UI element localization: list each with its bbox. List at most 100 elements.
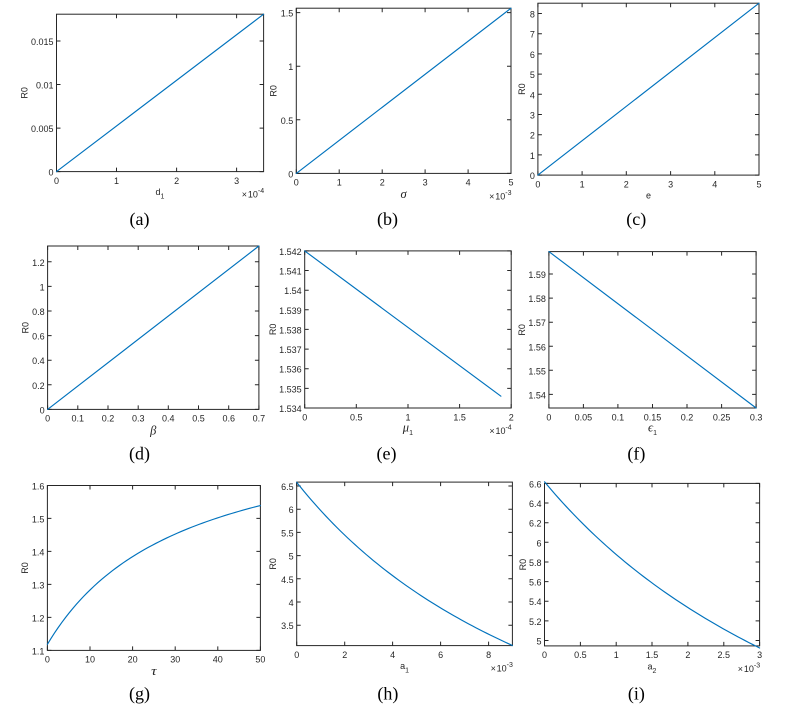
svg-text:1.5: 1.5 bbox=[646, 650, 659, 660]
svg-text:6: 6 bbox=[438, 650, 443, 660]
svg-text:×10-4: ×10-4 bbox=[242, 188, 264, 200]
svg-text:0: 0 bbox=[48, 168, 53, 178]
svg-text:0: 0 bbox=[40, 405, 45, 415]
svg-text:1.542: 1.542 bbox=[279, 247, 302, 257]
svg-text:R0: R0 bbox=[268, 558, 278, 570]
svg-text:2: 2 bbox=[685, 650, 690, 660]
svg-text:4: 4 bbox=[390, 650, 395, 660]
svg-text:5.6: 5.6 bbox=[529, 578, 542, 588]
svg-text:2: 2 bbox=[624, 179, 629, 189]
svg-text:0.1: 0.1 bbox=[72, 414, 85, 424]
svg-text:5: 5 bbox=[756, 179, 761, 189]
svg-text:R0: R0 bbox=[20, 87, 30, 99]
svg-text:0: 0 bbox=[54, 176, 59, 186]
svg-text:e: e bbox=[646, 191, 651, 201]
svg-text:0.6: 0.6 bbox=[32, 332, 45, 342]
svg-text:5: 5 bbox=[536, 637, 541, 647]
svg-text:0: 0 bbox=[542, 650, 547, 660]
svg-text:0: 0 bbox=[294, 650, 299, 660]
svg-text:3: 3 bbox=[757, 650, 762, 660]
svg-text:5: 5 bbox=[530, 70, 535, 80]
svg-text:5: 5 bbox=[508, 178, 513, 188]
svg-text:1: 1 bbox=[580, 179, 585, 189]
svg-text:1.55: 1.55 bbox=[528, 366, 546, 376]
svg-text:(i): (i) bbox=[628, 684, 645, 705]
svg-text:a2: a2 bbox=[648, 661, 657, 675]
svg-text:0.7: 0.7 bbox=[253, 414, 266, 424]
svg-text:1: 1 bbox=[288, 62, 293, 72]
svg-text:0.3: 0.3 bbox=[750, 412, 763, 422]
svg-text:6.2: 6.2 bbox=[529, 519, 542, 529]
svg-text:6.6: 6.6 bbox=[529, 479, 542, 489]
svg-text:4: 4 bbox=[530, 90, 535, 100]
svg-text:1.54: 1.54 bbox=[528, 390, 546, 400]
svg-text:1.537: 1.537 bbox=[279, 345, 302, 355]
svg-text:4: 4 bbox=[712, 179, 717, 189]
svg-text:20: 20 bbox=[128, 655, 138, 665]
svg-text:1.2: 1.2 bbox=[32, 258, 45, 268]
svg-text:0: 0 bbox=[302, 412, 307, 422]
svg-text:0.15: 0.15 bbox=[644, 412, 662, 422]
svg-text:0.5: 0.5 bbox=[281, 116, 294, 126]
svg-text:×10-4: ×10-4 bbox=[489, 425, 511, 437]
svg-text:3: 3 bbox=[668, 179, 673, 189]
svg-text:σ: σ bbox=[401, 187, 408, 201]
svg-text:5.8: 5.8 bbox=[529, 558, 542, 568]
svg-text:(d): (d) bbox=[129, 444, 150, 465]
svg-text:1.1: 1.1 bbox=[32, 646, 45, 656]
svg-text:0.4: 0.4 bbox=[32, 356, 45, 366]
svg-text:1.538: 1.538 bbox=[279, 325, 302, 335]
svg-text:30: 30 bbox=[170, 655, 180, 665]
svg-text:3: 3 bbox=[530, 111, 535, 121]
svg-text:μ1: μ1 bbox=[402, 421, 413, 438]
svg-text:(g): (g) bbox=[129, 684, 150, 705]
svg-text:0: 0 bbox=[294, 178, 299, 188]
svg-text:0.015: 0.015 bbox=[31, 37, 54, 47]
svg-text:R0: R0 bbox=[269, 85, 279, 97]
svg-text:5.5: 5.5 bbox=[281, 528, 294, 538]
svg-text:(f): (f) bbox=[627, 444, 645, 465]
svg-text:0.2: 0.2 bbox=[32, 381, 45, 391]
svg-text:6: 6 bbox=[289, 505, 294, 515]
svg-text:6.4: 6.4 bbox=[529, 499, 542, 509]
svg-text:2: 2 bbox=[530, 131, 535, 141]
svg-text:0.25: 0.25 bbox=[713, 412, 731, 422]
svg-text:1: 1 bbox=[114, 176, 119, 186]
svg-text:0.3: 0.3 bbox=[132, 414, 145, 424]
svg-text:8: 8 bbox=[530, 10, 535, 20]
svg-text:1.58: 1.58 bbox=[528, 294, 546, 304]
svg-text:0: 0 bbox=[546, 412, 551, 422]
svg-text:0.2: 0.2 bbox=[102, 414, 115, 424]
svg-text:τ: τ bbox=[151, 664, 157, 678]
svg-text:3: 3 bbox=[423, 178, 428, 188]
svg-text:40: 40 bbox=[213, 655, 223, 665]
svg-text:0: 0 bbox=[288, 169, 293, 179]
svg-text:5.4: 5.4 bbox=[529, 597, 542, 607]
svg-text:d1: d1 bbox=[156, 187, 165, 201]
svg-text:(b): (b) bbox=[377, 209, 398, 230]
svg-text:0.1: 0.1 bbox=[612, 412, 625, 422]
svg-text:(a): (a) bbox=[130, 209, 150, 230]
svg-text:1.6: 1.6 bbox=[32, 482, 45, 492]
svg-text:3.5: 3.5 bbox=[281, 621, 294, 631]
svg-text:R0: R0 bbox=[268, 324, 278, 336]
svg-text:R0: R0 bbox=[20, 562, 30, 574]
svg-text:(c): (c) bbox=[626, 209, 646, 230]
svg-text:0.5: 0.5 bbox=[192, 414, 205, 424]
svg-text:×10-3: ×10-3 bbox=[489, 190, 511, 202]
svg-text:50: 50 bbox=[255, 655, 265, 665]
svg-text:1.5: 1.5 bbox=[32, 514, 45, 524]
svg-text:0: 0 bbox=[45, 655, 50, 665]
svg-text:R0: R0 bbox=[517, 324, 527, 336]
svg-text:1: 1 bbox=[405, 412, 410, 422]
svg-text:1: 1 bbox=[614, 650, 619, 660]
svg-text:6: 6 bbox=[530, 50, 535, 60]
svg-text:2: 2 bbox=[342, 650, 347, 660]
svg-text:0.6: 0.6 bbox=[222, 414, 235, 424]
svg-text:0.05: 0.05 bbox=[575, 412, 593, 422]
svg-text:0.4: 0.4 bbox=[162, 414, 175, 424]
svg-text:6.5: 6.5 bbox=[281, 482, 294, 492]
svg-text:7: 7 bbox=[530, 30, 535, 40]
svg-text:0.5: 0.5 bbox=[574, 650, 587, 660]
svg-text:0: 0 bbox=[535, 179, 540, 189]
